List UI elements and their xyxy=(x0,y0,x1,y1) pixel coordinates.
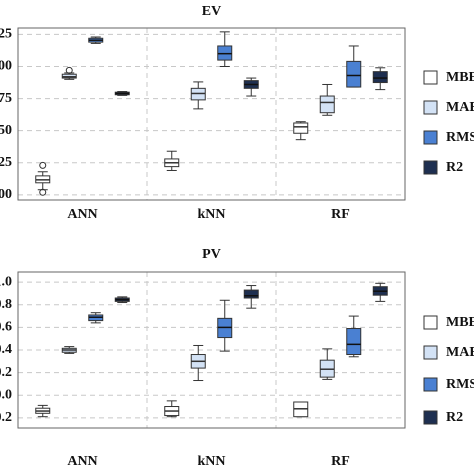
box xyxy=(319,95,335,114)
plot-frame xyxy=(17,271,406,429)
legend-label: R2 xyxy=(446,160,463,175)
y-tick-label: 0.75 xyxy=(0,91,12,106)
y-tick-label: 0.00 xyxy=(0,187,12,202)
legend-label: MBE xyxy=(446,315,474,330)
box xyxy=(346,60,362,88)
x-tick-label: kNN xyxy=(197,454,225,469)
box xyxy=(372,71,388,84)
outlier xyxy=(39,188,47,196)
y-tick-label: -0.2 xyxy=(0,410,12,425)
y-tick-label: 0.25 xyxy=(0,155,12,170)
legend-swatch xyxy=(423,70,438,85)
chart-title: EV xyxy=(202,4,221,19)
y-tick-label: 0.50 xyxy=(0,123,12,138)
y-tick-label: 1.25 xyxy=(0,27,12,42)
x-tick-label: RF xyxy=(331,207,350,222)
chart-title: PV xyxy=(202,247,221,262)
legend-label: MBE xyxy=(446,70,474,85)
legend-label: RMSE xyxy=(446,377,474,392)
legend-label: MAE xyxy=(446,100,474,115)
y-tick-label: 0.0 xyxy=(0,387,12,402)
x-tick-label: ANN xyxy=(67,454,97,469)
legend-swatch xyxy=(423,410,438,425)
legend-swatch xyxy=(423,315,438,330)
outlier xyxy=(65,66,73,74)
x-tick-label: kNN xyxy=(197,207,225,222)
y-tick-label: 0.6 xyxy=(0,320,12,335)
box xyxy=(243,289,259,299)
legend-swatch xyxy=(423,160,438,175)
legend-swatch xyxy=(423,130,438,145)
legend-label: MAE xyxy=(446,345,474,360)
legend-swatch xyxy=(423,100,438,115)
legend-label: RMSE xyxy=(446,130,474,145)
plot-frame xyxy=(17,27,406,201)
x-tick-label: ANN xyxy=(67,207,97,222)
y-tick-label: 1.0 xyxy=(0,274,12,289)
legend-swatch xyxy=(423,345,438,360)
y-tick-label: 1.00 xyxy=(0,59,12,74)
y-tick-label: 0.4 xyxy=(0,342,12,357)
x-tick-label: RF xyxy=(331,454,350,469)
box xyxy=(293,122,309,134)
box xyxy=(346,328,362,356)
y-tick-label: 0.8 xyxy=(0,297,12,312)
legend-swatch xyxy=(423,377,438,392)
y-tick-label: 0.2 xyxy=(0,365,12,380)
legend-label: R2 xyxy=(446,410,463,425)
outlier xyxy=(39,161,47,169)
